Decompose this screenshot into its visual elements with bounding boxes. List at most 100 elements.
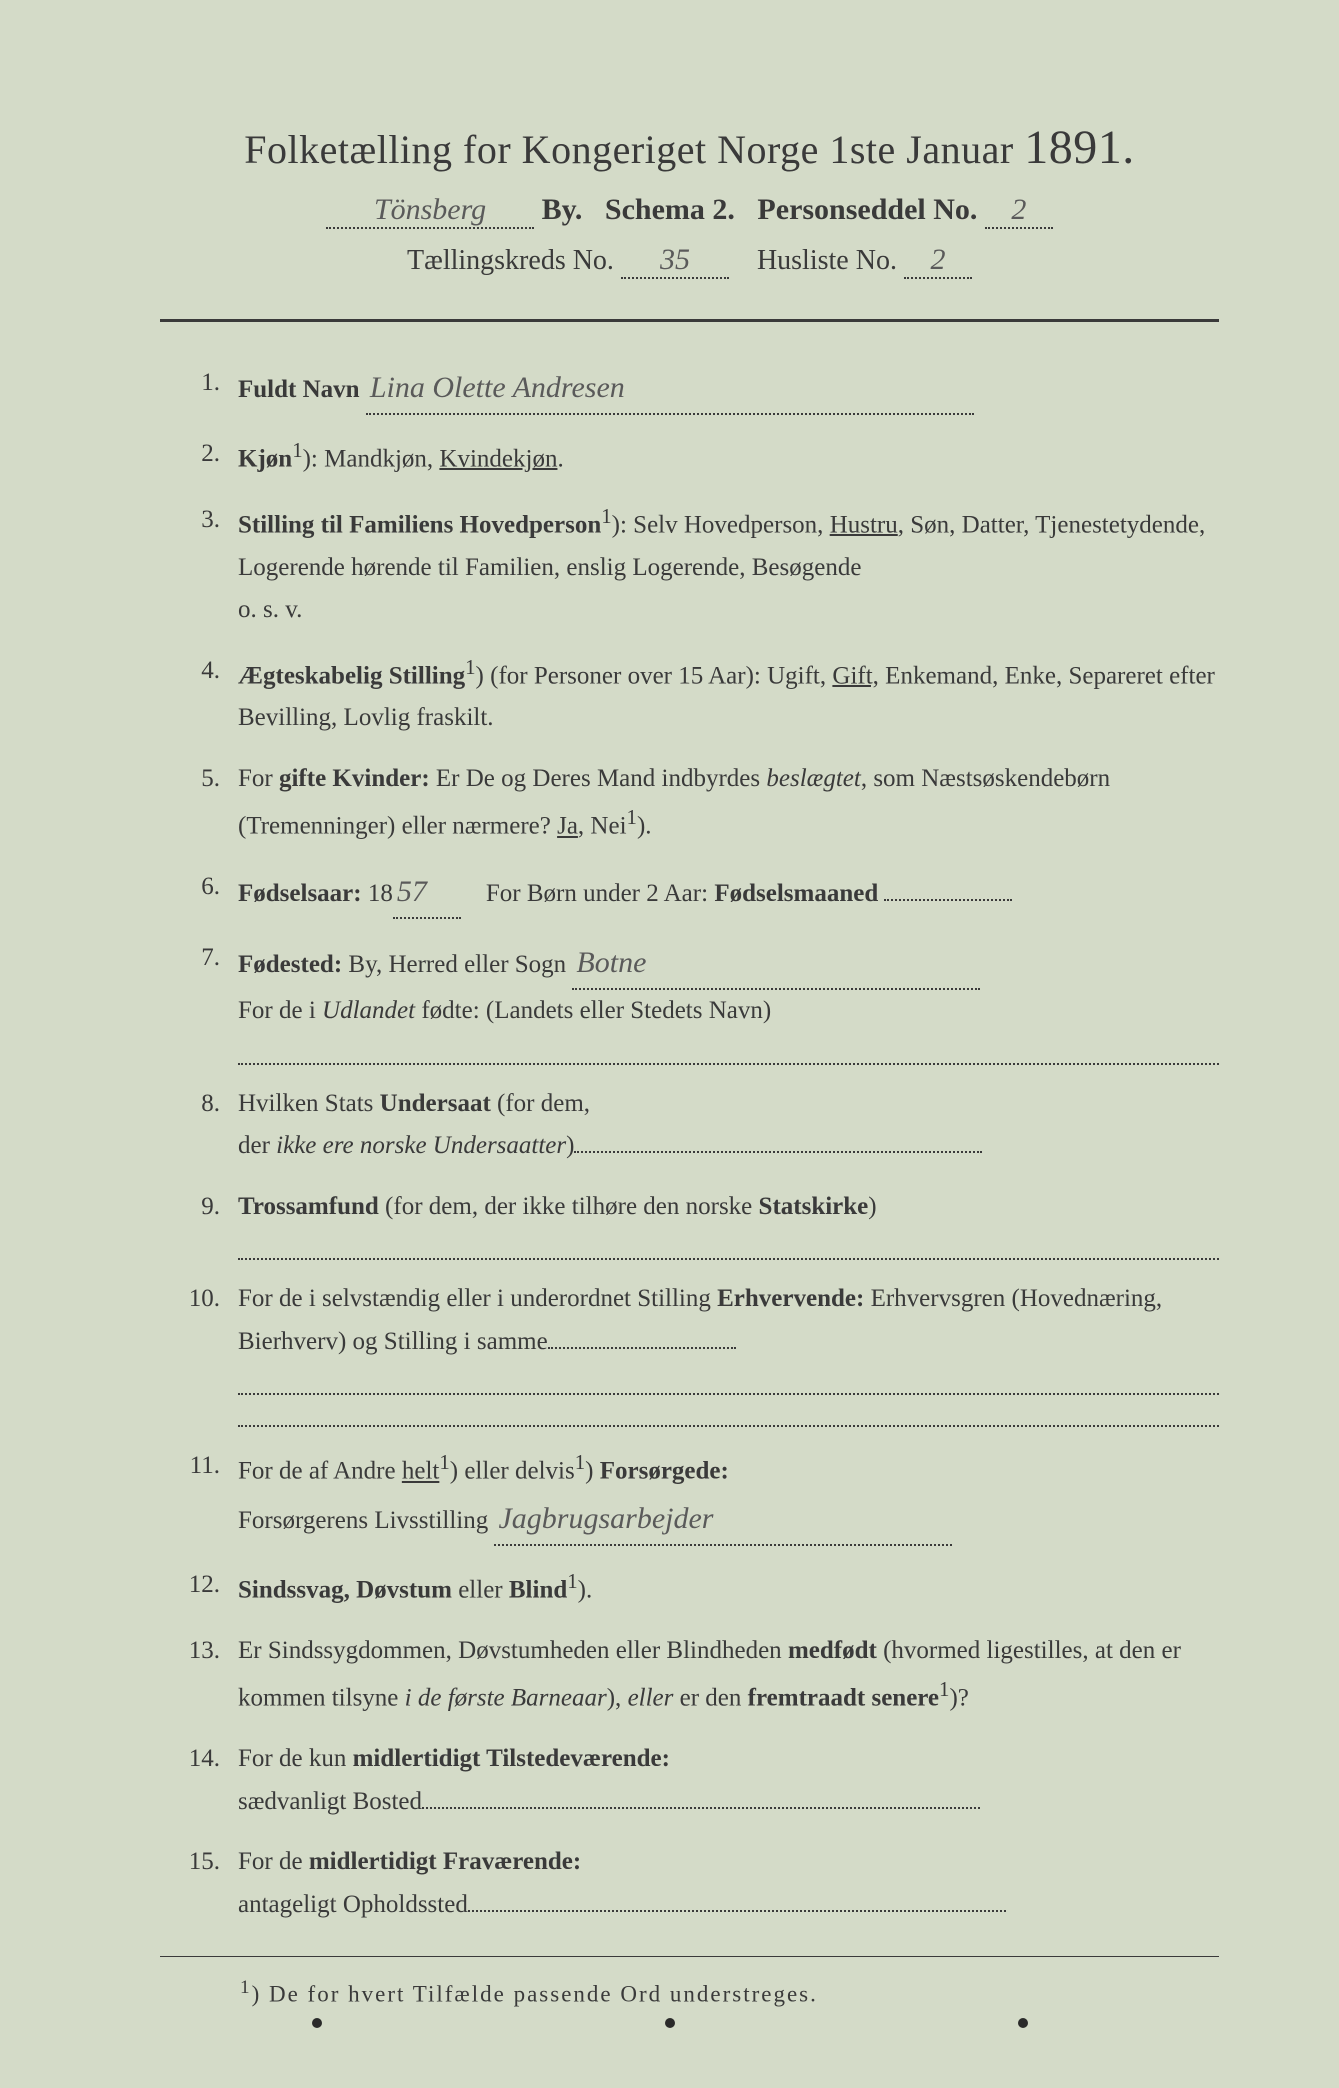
blank-line-2 (238, 1401, 1219, 1427)
month-field (884, 899, 1012, 901)
item-1: 1. Fuldt Navn Lina Olette Andresen (160, 362, 1219, 415)
sup: 1 (292, 438, 302, 462)
sup: 1 (601, 504, 611, 528)
label: Fødested: (238, 951, 342, 978)
blank (548, 1347, 736, 1349)
item-body: Fuldt Navn Lina Olette Andresen (238, 362, 1219, 415)
underlined: Kvindekjøn (439, 445, 557, 472)
line2: Forsørgerens Livsstilling Jagbrugsarbejd… (238, 1493, 1219, 1546)
form-items: 1. Fuldt Navn Lina Olette Andresen 2. Kj… (160, 362, 1219, 1926)
l2-prefix: der (238, 1132, 276, 1159)
label: Ægteskabelig Stilling (238, 662, 465, 689)
blank-field (422, 1807, 980, 1809)
text-mid: eller (452, 1576, 509, 1603)
text: By, Herred eller Sogn (342, 951, 566, 978)
text-end: ). (578, 1576, 593, 1603)
footnote-sup: 1 (240, 1977, 252, 1998)
text-final: ). (637, 813, 652, 840)
personseddel-no: 2 (985, 193, 1053, 229)
l2-text: antageligt Opholdssted (238, 1891, 468, 1918)
sup: 1 (465, 655, 475, 679)
dot-icon (1018, 2018, 1028, 2028)
footnote: 1) De for hvert Tilfælde passende Ord un… (160, 1977, 1219, 2008)
item-num: 14. (160, 1738, 238, 1823)
u1: helt (402, 1458, 440, 1485)
label: Kjøn (238, 445, 292, 472)
l2-text: sædvanligt Bosted (238, 1788, 422, 1815)
item-num: 1. (160, 362, 238, 415)
underlined: Gift, (832, 662, 879, 689)
sup: 1 (567, 1569, 577, 1593)
blank-line (238, 1039, 1219, 1065)
text-mid: For Børn under 2 Aar: (486, 880, 708, 907)
text-before: For de kun (238, 1745, 353, 1772)
underlined: Ja (557, 813, 578, 840)
text-end: )? (949, 1685, 968, 1712)
item-2: 2. Kjøn1): Mandkjøn, Kvindekjøn. (160, 433, 1219, 481)
text-before: Er Sindssygdommen, Døvstumheden eller Bl… (238, 1637, 788, 1664)
text-end: ) (868, 1193, 876, 1220)
title-year: 1891. (1024, 121, 1135, 174)
item-body: For de kun midlertidigt Tilstedeværende:… (238, 1738, 1219, 1823)
item-7: 7. Fødested: By, Herred eller Sogn Botne… (160, 937, 1219, 1065)
label: midlertidigt Tilstedeværende: (353, 1745, 670, 1772)
text-mid: ), (607, 1685, 628, 1712)
text: (for dem, der ikke tilhøre den norske (379, 1193, 759, 1220)
city-field: Tönsberg (326, 193, 534, 229)
label: Erhvervende: (717, 1285, 864, 1312)
page-dots (0, 2018, 1339, 2028)
item-6: 6. Fødselsaar: 1857 For Børn under 2 Aar… (160, 866, 1219, 919)
year-hand: 57 (393, 866, 461, 919)
label: Forsørgede: (600, 1458, 729, 1485)
blank-field (574, 1151, 982, 1153)
personseddel-label: Personseddel No. (757, 193, 977, 226)
text-before: For de i selvstændig eller i underordnet… (238, 1285, 717, 1312)
birthplace-field: Botne (572, 937, 980, 990)
item-num: 5. (160, 758, 238, 848)
item-num: 3. (160, 499, 238, 632)
bold2: Statskirke (759, 1193, 869, 1220)
year-prefix: 18 (368, 880, 393, 907)
text-before: For de af Andre (238, 1458, 402, 1485)
prefix: For (238, 765, 279, 792)
item-body: Fødselsaar: 1857 For Børn under 2 Aar: F… (238, 866, 1219, 919)
line2: sædvanligt Bosted (238, 1781, 1219, 1824)
italic1: i de første Barneaar (405, 1685, 607, 1712)
item-body: Stilling til Familiens Hovedperson1): Se… (238, 499, 1219, 632)
item-num: 15. (160, 1841, 238, 1926)
text-end: , Nei (578, 813, 627, 840)
blank-line-1 (238, 1369, 1219, 1395)
label: Fuldt Navn (238, 376, 360, 403)
item-num: 6. (160, 866, 238, 919)
label: medfødt (788, 1637, 877, 1664)
italic: beslægtet (766, 765, 860, 792)
item-15: 15. For de midlertidigt Fraværende: anta… (160, 1841, 1219, 1926)
dot-icon (665, 2018, 675, 2028)
label2: Fødselsmaaned (714, 880, 878, 907)
item-body: For de midlertidigt Fraværende: antageli… (238, 1841, 1219, 1926)
text-after: (for dem, (491, 1090, 590, 1117)
occupation-field: Jagbrugsarbejder (494, 1493, 952, 1546)
kreds-no: 35 (621, 243, 729, 279)
census-form-page: Folketælling for Kongeriget Norge 1ste J… (0, 0, 1339, 2088)
item-12: 12. Sindssvag, Døvstum eller Blind1). (160, 1564, 1219, 1612)
item-body: Er Sindssygdommen, Døvstumheden eller Bl… (238, 1630, 1219, 1720)
line2: der ikke ere norske Undersaatter) (238, 1125, 1219, 1168)
text-mid2: er den (673, 1685, 747, 1712)
l2-italic: ikke ere norske Undersaatter (276, 1132, 566, 1159)
item-body: Sindssvag, Døvstum eller Blind1). (238, 1564, 1219, 1612)
item-num: 12. (160, 1564, 238, 1612)
item-num: 8. (160, 1083, 238, 1168)
dot-icon (312, 2018, 322, 2028)
sup: 1 (627, 805, 637, 829)
blank-line (238, 1234, 1219, 1260)
header-line-2: Tönsberg By. Schema 2. Personseddel No. … (160, 193, 1219, 229)
item-4: 4. Ægteskabelig Stilling1) (for Personer… (160, 650, 1219, 740)
schema-label: Schema 2. (605, 193, 735, 226)
text: ): Selv Hovedperson, (612, 511, 830, 538)
sup2: 1 (575, 1450, 585, 1474)
label: Stilling til Familiens Hovedperson (238, 511, 601, 538)
item-body: For gifte Kvinder: Er De og Deres Mand i… (238, 758, 1219, 848)
item-3: 3. Stilling til Familiens Hovedperson1):… (160, 499, 1219, 632)
l2-after: fødte: (Landets eller Stedets Navn) (415, 997, 771, 1024)
